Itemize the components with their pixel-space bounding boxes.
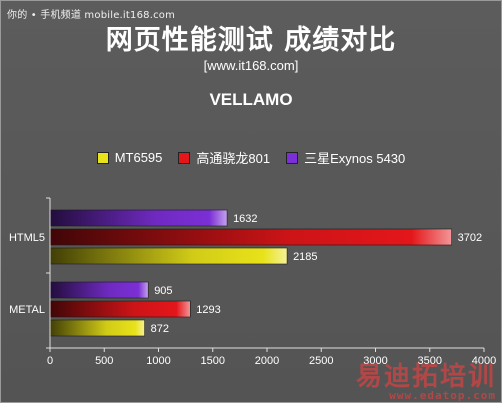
data-label-metal-1: 1293 <box>196 304 220 316</box>
legend-item-snapdragon801: 高通骁龙801 <box>178 148 270 167</box>
bar-metal-2 <box>49 319 145 337</box>
source-text: 你的 • 手机频道 mobile.it168.com <box>7 10 176 21</box>
data-label-metal-2: 872 <box>151 323 169 335</box>
x-tick-label-2000: 2000 <box>255 355 279 367</box>
x-tick-label-1500: 1500 <box>201 355 225 367</box>
legend-swatch-exynos5430 <box>286 151 299 164</box>
site-url: [www.it168.com] <box>203 58 299 73</box>
legend-label-mt6595: MT6595 <box>114 150 163 165</box>
x-tick-label-2500: 2500 <box>309 355 333 367</box>
legend-item-exynos5430: 三星Exynos 5430 <box>286 148 405 167</box>
x-tick-label-3500: 3500 <box>418 355 442 367</box>
legend-swatch-mt6595 <box>96 151 109 164</box>
watermark: 易迪拓培训 www.edatop.com <box>356 364 496 401</box>
x-tick-label-4000: 4000 <box>472 355 496 367</box>
data-label-html5-2: 2185 <box>293 251 317 263</box>
category-label-metal: METAL <box>9 304 45 316</box>
x-tick-label-1000: 1000 <box>146 355 170 367</box>
watermark-url: www.edatop.com <box>389 389 496 402</box>
legend-label-snapdragon801: 高通骁龙801 <box>196 151 271 166</box>
bar-metal-1 <box>49 300 191 318</box>
legend-item-mt6595: MT6595 <box>96 148 163 167</box>
chart-legend: MT6595 高通骁龙801 三星Exynos 5430 <box>0 148 502 167</box>
bar-html5-2 <box>49 247 288 265</box>
page-title: 网页性能测试 成绩对比 <box>105 25 397 56</box>
category-label-html5: HTML5 <box>9 232 45 244</box>
x-tick-label-0: 0 <box>47 355 53 367</box>
legend-label-exynos5430: 三星Exynos 5430 <box>304 151 406 166</box>
bar-html5-1 <box>49 228 452 246</box>
chart-title: VELLAMO <box>209 90 293 109</box>
data-label-html5-0: 1632 <box>233 213 257 225</box>
x-tick-label-3000: 3000 <box>363 355 387 367</box>
bar-metal-0 <box>49 281 149 299</box>
data-label-metal-0: 905 <box>154 285 172 297</box>
x-tick-label-500: 500 <box>95 355 113 367</box>
bar-html5-0 <box>49 209 228 227</box>
data-label-html5-1: 3702 <box>458 232 482 244</box>
watermark-text: 易迪拓培训 <box>355 362 496 392</box>
legend-swatch-snapdragon801 <box>178 151 191 164</box>
